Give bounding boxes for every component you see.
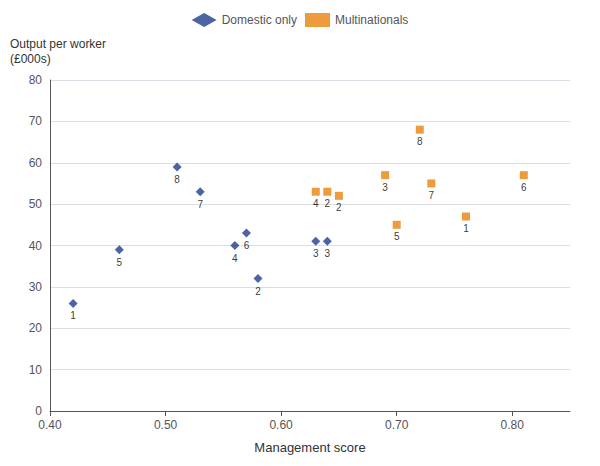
svg-text:0.40: 0.40 <box>38 418 62 432</box>
svg-text:30: 30 <box>29 280 43 294</box>
svg-text:70: 70 <box>29 114 43 128</box>
svg-text:3: 3 <box>313 248 319 259</box>
svg-text:0.60: 0.60 <box>269 418 293 432</box>
svg-text:4: 4 <box>313 198 319 209</box>
svg-text:5: 5 <box>394 231 400 242</box>
svg-text:0: 0 <box>35 404 42 418</box>
svg-text:6: 6 <box>521 182 527 193</box>
svg-text:7: 7 <box>429 190 435 201</box>
svg-text:40: 40 <box>29 239 43 253</box>
svg-text:8: 8 <box>417 136 423 147</box>
svg-text:60: 60 <box>29 156 43 170</box>
svg-text:1: 1 <box>463 223 469 234</box>
svg-text:10: 10 <box>29 363 43 377</box>
svg-text:1: 1 <box>70 310 76 321</box>
svg-text:2: 2 <box>336 202 342 213</box>
svg-text:7: 7 <box>197 199 203 210</box>
svg-text:0.80: 0.80 <box>501 418 525 432</box>
svg-text:(£000s): (£000s) <box>10 52 51 66</box>
svg-text:6: 6 <box>244 240 250 251</box>
svg-text:Management score: Management score <box>254 440 365 455</box>
svg-text:Multinationals: Multinationals <box>335 13 408 27</box>
svg-text:50: 50 <box>29 197 43 211</box>
svg-text:20: 20 <box>29 321 43 335</box>
svg-text:3: 3 <box>325 248 331 259</box>
svg-text:80: 80 <box>29 73 43 87</box>
svg-text:0.50: 0.50 <box>154 418 178 432</box>
svg-text:2: 2 <box>325 198 331 209</box>
svg-text:3: 3 <box>382 182 388 193</box>
svg-text:8: 8 <box>174 174 180 185</box>
svg-text:0.70: 0.70 <box>385 418 409 432</box>
svg-text:2: 2 <box>255 286 261 297</box>
svg-text:Domestic only: Domestic only <box>222 13 297 27</box>
svg-text:5: 5 <box>117 257 123 268</box>
svg-text:Output per worker: Output per worker <box>10 37 106 51</box>
svg-text:4: 4 <box>232 253 238 264</box>
